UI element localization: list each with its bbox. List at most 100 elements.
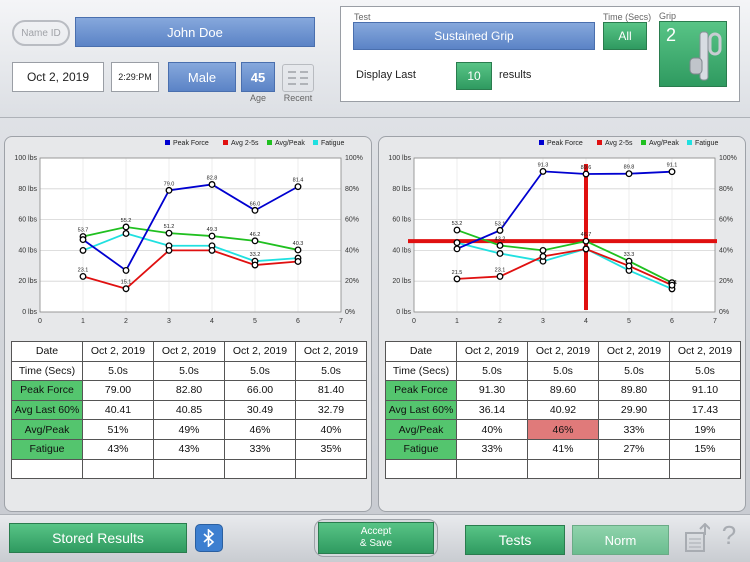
table-cell[interactable]: 41% — [527, 438, 599, 460]
table-cell[interactable]: 5.0s — [598, 360, 670, 382]
empty-cell — [82, 458, 154, 480]
age-field[interactable]: 45 — [241, 62, 275, 92]
table-cell[interactable]: 5.0s — [295, 360, 367, 382]
table-cell[interactable]: 40.92 — [527, 399, 599, 421]
empty-cell — [385, 458, 457, 480]
table-cell[interactable]: 81.40 — [295, 380, 367, 401]
table-cell[interactable]: 5.0s — [224, 360, 296, 382]
table-cell[interactable]: 36.14 — [456, 399, 528, 421]
table-cell[interactable]: 79.00 — [82, 380, 154, 401]
table-cell[interactable]: 29.90 — [598, 399, 670, 421]
data-point — [251, 237, 259, 245]
row-label: Avg Last 60% — [11, 399, 83, 421]
table-cell[interactable]: Oct 2, 2019 — [153, 341, 225, 362]
table-cell[interactable]: 91.30 — [456, 380, 528, 401]
y-left-tick: 100 lbs — [14, 155, 37, 162]
data-point — [582, 170, 590, 178]
time-field[interactable]: 2:29:PM — [111, 62, 159, 92]
table-row: Fatigue 43% 43% 33% 35% — [11, 438, 367, 460]
table-cell[interactable]: 51% — [82, 419, 154, 440]
data-label: 21.5 — [452, 270, 463, 276]
table-cell[interactable]: 40.85 — [153, 399, 225, 421]
export-report-icon[interactable] — [683, 522, 711, 554]
table-cell[interactable]: 5.0s — [527, 360, 599, 382]
table-cell[interactable]: 30.49 — [224, 399, 296, 421]
table-cell[interactable]: 46% — [224, 419, 296, 440]
table-cell[interactable]: 5.0s — [456, 360, 528, 382]
table-cell[interactable]: 43% — [153, 438, 225, 460]
name-id-button[interactable]: Name ID — [12, 20, 70, 46]
table-cell[interactable]: 91.10 — [669, 380, 741, 401]
legend-label: Fatigue — [321, 140, 344, 147]
table-cell[interactable]: 5.0s — [153, 360, 225, 382]
y-right-tick: 40% — [719, 247, 733, 254]
table-cell[interactable]: Oct 2, 2019 — [295, 341, 367, 362]
grip-selector[interactable]: 2 — [659, 21, 727, 87]
display-last-count[interactable]: 10 — [456, 62, 492, 90]
norm-button[interactable]: Norm — [572, 525, 669, 555]
table-cell[interactable]: 89.80 — [598, 380, 670, 401]
legend-swatch — [165, 140, 170, 145]
client-name-field[interactable]: John Doe — [75, 17, 315, 47]
data-label: 55.2 — [121, 218, 132, 224]
y-right-tick: 40% — [345, 247, 359, 254]
x-tick: 7 — [713, 318, 717, 325]
tests-button[interactable]: Tests — [465, 525, 565, 555]
time-selector[interactable]: All — [603, 22, 647, 50]
right-results-chart[interactable]: 0 lbs 0% 20 lbs 20% 40 lbs 40% 60 lbs 60% 80 lbs… — [379, 137, 747, 337]
table-cell[interactable]: Oct 2, 2019 — [598, 341, 670, 362]
legend-label: Avg/Peak — [275, 140, 305, 147]
x-tick: 6 — [670, 318, 674, 325]
table-cell[interactable]: 17.43 — [669, 399, 741, 421]
x-tick: 3 — [541, 318, 545, 325]
recent-list-icon[interactable] — [282, 64, 314, 92]
gender-field[interactable]: Male — [168, 62, 236, 92]
left-results-table: Date Oct 2, 2019 Oct 2, 2019 Oct 2, 2019 Oct… — [11, 341, 367, 480]
x-tick: 4 — [210, 318, 214, 325]
table-cell[interactable]: 46% — [527, 419, 599, 440]
table-cell[interactable]: Oct 2, 2019 — [456, 341, 528, 362]
legend-label: Fatigue — [695, 140, 718, 147]
table-cell[interactable]: 5.0s — [82, 360, 154, 382]
table-cell[interactable]: 5.0s — [669, 360, 741, 382]
empty-cell — [598, 458, 670, 480]
table-cell[interactable]: Oct 2, 2019 — [669, 341, 741, 362]
dynamometer-icon — [689, 31, 722, 81]
table-cell[interactable]: 89.60 — [527, 380, 599, 401]
table-cell[interactable]: 40% — [295, 419, 367, 440]
data-point — [582, 237, 590, 245]
table-cell[interactable]: 19% — [669, 419, 741, 440]
table-cell[interactable]: 27% — [598, 438, 670, 460]
table-cell[interactable]: Oct 2, 2019 — [82, 341, 154, 362]
row-label: Avg/Peak — [11, 419, 83, 440]
table-cell[interactable]: 66.00 — [224, 380, 296, 401]
table-cell[interactable]: 43% — [82, 438, 154, 460]
table-cell[interactable]: 33% — [456, 438, 528, 460]
left-results-chart[interactable]: 0 lbs 0% 20 lbs 20% 40 lbs 40% 60 lbs 60% 80 lbs… — [5, 137, 373, 337]
table-row: Time (Secs) 5.0s 5.0s 5.0s 5.0s — [11, 360, 367, 382]
table-cell[interactable]: 49% — [153, 419, 225, 440]
empty-cell — [295, 458, 367, 480]
test-selector[interactable]: Sustained Grip — [353, 22, 595, 50]
table-cell[interactable]: 33% — [598, 419, 670, 440]
table-cell[interactable]: Oct 2, 2019 — [224, 341, 296, 362]
save-label: & Save — [359, 538, 393, 549]
table-cell[interactable]: 40.41 — [82, 399, 154, 421]
table-cell[interactable]: 32.79 — [295, 399, 367, 421]
accept-save-button[interactable]: Accept & Save — [318, 522, 434, 554]
table-cell[interactable]: 35% — [295, 438, 367, 460]
table-cell[interactable]: 15% — [669, 438, 741, 460]
table-cell[interactable]: 82.80 — [153, 380, 225, 401]
table-cell[interactable]: 40% — [456, 419, 528, 440]
bluetooth-icon[interactable] — [195, 524, 223, 552]
empty-cell — [669, 458, 741, 480]
stored-results-button[interactable]: Stored Results — [9, 523, 187, 553]
table-cell[interactable]: 33% — [224, 438, 296, 460]
help-icon[interactable]: ? — [721, 520, 737, 550]
data-point — [165, 246, 173, 254]
date-field[interactable]: Oct 2, 2019 — [12, 62, 104, 92]
table-cell[interactable]: Oct 2, 2019 — [527, 341, 599, 362]
row-label: Date — [11, 341, 83, 362]
data-point — [165, 186, 173, 194]
x-tick: 0 — [38, 318, 42, 325]
